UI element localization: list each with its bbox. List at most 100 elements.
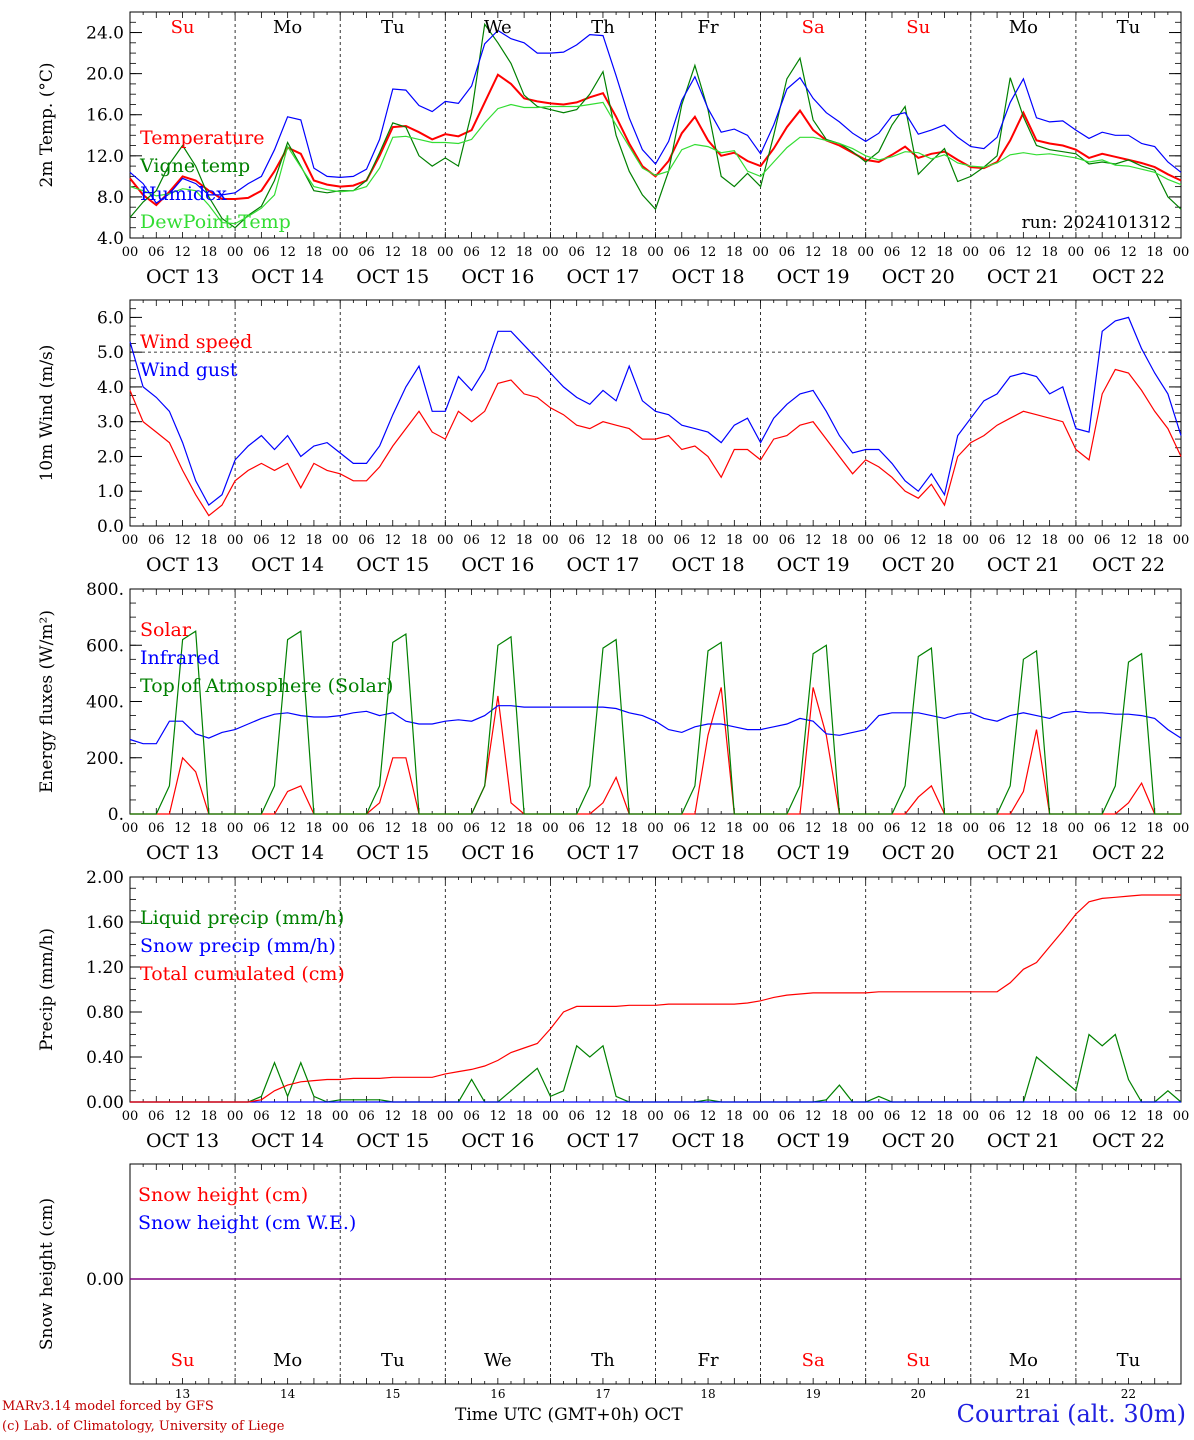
hour-tick-label: 06 — [884, 821, 901, 836]
day-name: Tu — [1117, 17, 1141, 38]
hour-tick-label: 18 — [411, 245, 428, 260]
hour-tick-label: 06 — [253, 533, 270, 548]
hour-tick-label: 00 — [227, 533, 244, 548]
date-label: OCT 13 — [146, 842, 219, 864]
hour-tick-label: 06 — [463, 533, 480, 548]
hour-tick-label: 12 — [174, 245, 191, 260]
hour-tick-label: 12 — [805, 245, 822, 260]
hour-tick-label: 00 — [122, 245, 139, 260]
hour-tick-label: 18 — [411, 1109, 428, 1124]
hour-tick-label: 12 — [910, 245, 927, 260]
y-tick-label: 12.0 — [86, 147, 124, 167]
hour-tick-label: 00 — [332, 1109, 349, 1124]
hour-tick-label: 12 — [910, 533, 927, 548]
date-label: OCT 15 — [356, 842, 429, 864]
hour-tick-label: 12 — [595, 533, 612, 548]
hour-tick-label: 00 — [963, 1109, 980, 1124]
x-axis-title: Time UTC (GMT+0h) OCT — [455, 1405, 683, 1425]
date-label: OCT 13 — [146, 554, 219, 576]
meteogram-charts: 4.0 8.0 12.0 16.0 20.0 24.0 2m Temp. (°C) Tempe… — [37, 11, 1189, 1401]
legend-entry: Snow height (cm W.E.) — [138, 1212, 356, 1234]
legend-entry: Top of Atmosphere (Solar) — [140, 675, 393, 697]
y-tick-label: 4.0 — [97, 378, 124, 398]
hour-tick-label: 12 — [384, 821, 401, 836]
hour-tick-label: 18 — [1041, 821, 1058, 836]
hour-tick-label: 00 — [437, 1109, 454, 1124]
legend-entry: Wind speed — [140, 331, 252, 353]
legend-entry: Temperature — [140, 127, 264, 149]
hour-tick-label: 18 — [306, 245, 323, 260]
series-line — [130, 894, 1181, 1103]
date-label: OCT 19 — [777, 842, 850, 864]
y-tick-label: 600. — [86, 636, 124, 656]
hour-tick-label: 06 — [884, 245, 901, 260]
day-name: Mo — [273, 1350, 302, 1371]
hour-tick-label: 18 — [621, 533, 638, 548]
hour-tick-label: 00 — [857, 821, 874, 836]
hour-tick-label: 12 — [490, 533, 507, 548]
day-name: Su — [171, 17, 195, 38]
hour-tick-label: 06 — [148, 821, 165, 836]
hour-tick-label: 12 — [700, 821, 717, 836]
date-label: OCT 22 — [1092, 266, 1165, 288]
hour-tick-label: 12 — [805, 1109, 822, 1124]
hour-tick-label: 18 — [516, 1109, 533, 1124]
day-name: Mo — [1009, 1350, 1038, 1371]
hour-tick-label: 00 — [857, 1109, 874, 1124]
date-label: OCT 15 — [356, 1130, 429, 1152]
date-label: OCT 15 — [356, 266, 429, 288]
y-tick-label: 2.0 — [97, 447, 124, 467]
day-number: 20 — [911, 1387, 926, 1400]
model-credit: MARv3.14 model forced by GFS — [2, 1399, 214, 1414]
date-label: OCT 15 — [356, 554, 429, 576]
y-tick-label: 16.0 — [86, 106, 124, 126]
hour-tick-label: 12 — [279, 533, 296, 548]
hour-tick-label: 18 — [621, 1109, 638, 1124]
y-tick-label: 0. — [108, 805, 124, 825]
hour-tick-label: 06 — [568, 1109, 585, 1124]
day-name: We — [484, 1350, 512, 1371]
hour-tick-label: 06 — [989, 533, 1006, 548]
day-number: 13 — [175, 1387, 190, 1400]
hour-tick-label: 06 — [779, 821, 796, 836]
hour-tick-label: 06 — [358, 821, 375, 836]
date-label: OCT 18 — [672, 1130, 745, 1152]
date-label: OCT 17 — [566, 1130, 639, 1152]
hour-tick-label: 12 — [279, 1109, 296, 1124]
hour-tick-label: 18 — [936, 245, 953, 260]
date-label: OCT 16 — [461, 554, 534, 576]
hour-tick-label: 18 — [936, 1109, 953, 1124]
y-tick-label: 5.0 — [97, 343, 124, 363]
y-axis-label: Precip (mm/h) — [37, 928, 57, 1051]
day-number: 16 — [490, 1387, 505, 1400]
hour-tick-label: 12 — [1120, 821, 1137, 836]
hour-tick-label: 12 — [384, 245, 401, 260]
hour-tick-label: 12 — [279, 821, 296, 836]
legend-entry: Liquid precip (mm/h) — [140, 907, 344, 929]
hour-tick-label: 06 — [463, 821, 480, 836]
hour-tick-label: 18 — [726, 1109, 743, 1124]
date-label: OCT 16 — [461, 1130, 534, 1152]
hour-tick-label: 18 — [1146, 245, 1163, 260]
series-line — [129, 316, 1182, 507]
lab-credit: (c) Lab. of Climatology, University of L… — [2, 1419, 285, 1434]
day-name: Tu — [1117, 1350, 1141, 1371]
hour-tick-label: 12 — [490, 821, 507, 836]
hour-tick-label: 18 — [1041, 533, 1058, 548]
hour-tick-label: 06 — [568, 533, 585, 548]
date-label: OCT 22 — [1092, 554, 1165, 576]
hour-tick-label: 06 — [568, 245, 585, 260]
hour-tick-label: 00 — [752, 533, 769, 548]
hour-tick-label: 18 — [621, 245, 638, 260]
legend-entry: Vigne temp — [139, 155, 250, 177]
hour-tick-label: 00 — [1068, 1109, 1085, 1124]
hour-tick-label: 06 — [674, 533, 691, 548]
hour-tick-label: 12 — [1120, 245, 1137, 260]
hour-tick-label: 00 — [227, 245, 244, 260]
hour-tick-label: 00 — [332, 533, 349, 548]
hour-tick-label: 00 — [122, 533, 139, 548]
date-label: OCT 21 — [987, 266, 1060, 288]
hour-tick-label: 06 — [148, 1109, 165, 1124]
hour-tick-label: 18 — [516, 821, 533, 836]
